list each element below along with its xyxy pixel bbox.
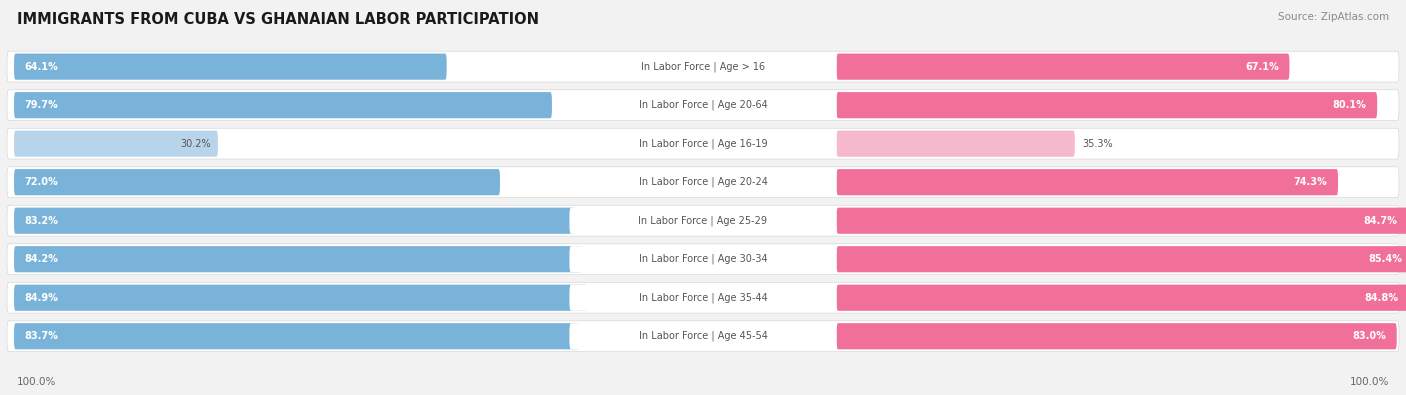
FancyBboxPatch shape — [14, 208, 575, 234]
Text: 35.3%: 35.3% — [1081, 139, 1112, 149]
Text: In Labor Force | Age 25-29: In Labor Force | Age 25-29 — [638, 215, 768, 226]
FancyBboxPatch shape — [7, 205, 1399, 236]
FancyBboxPatch shape — [837, 92, 1376, 118]
FancyBboxPatch shape — [837, 54, 1289, 80]
FancyBboxPatch shape — [14, 285, 588, 311]
Text: In Labor Force | Age 16-19: In Labor Force | Age 16-19 — [638, 138, 768, 149]
Text: 30.2%: 30.2% — [180, 139, 211, 149]
FancyBboxPatch shape — [14, 246, 582, 272]
Text: In Labor Force | Age 20-64: In Labor Force | Age 20-64 — [638, 100, 768, 111]
Text: In Labor Force | Age 35-44: In Labor Force | Age 35-44 — [638, 292, 768, 303]
Text: In Labor Force | Age > 16: In Labor Force | Age > 16 — [641, 61, 765, 72]
FancyBboxPatch shape — [14, 323, 579, 349]
FancyBboxPatch shape — [569, 131, 837, 157]
FancyBboxPatch shape — [14, 54, 447, 80]
Text: IMMIGRANTS FROM CUBA VS GHANAIAN LABOR PARTICIPATION: IMMIGRANTS FROM CUBA VS GHANAIAN LABOR P… — [17, 12, 538, 27]
FancyBboxPatch shape — [7, 128, 1399, 159]
Text: 83.2%: 83.2% — [25, 216, 59, 226]
FancyBboxPatch shape — [569, 169, 837, 195]
FancyBboxPatch shape — [569, 208, 837, 234]
Text: In Labor Force | Age 30-34: In Labor Force | Age 30-34 — [638, 254, 768, 265]
FancyBboxPatch shape — [7, 90, 1399, 120]
FancyBboxPatch shape — [569, 54, 837, 80]
FancyBboxPatch shape — [569, 92, 837, 118]
FancyBboxPatch shape — [7, 167, 1399, 198]
Text: 83.0%: 83.0% — [1353, 331, 1386, 341]
Text: 64.1%: 64.1% — [25, 62, 59, 71]
FancyBboxPatch shape — [837, 131, 1074, 157]
Text: 74.3%: 74.3% — [1294, 177, 1327, 187]
FancyBboxPatch shape — [14, 92, 553, 118]
FancyBboxPatch shape — [7, 244, 1399, 275]
Text: 84.2%: 84.2% — [25, 254, 59, 264]
Text: In Labor Force | Age 45-54: In Labor Force | Age 45-54 — [638, 331, 768, 342]
FancyBboxPatch shape — [569, 285, 837, 311]
Text: 85.4%: 85.4% — [1368, 254, 1402, 264]
Text: 72.0%: 72.0% — [25, 177, 59, 187]
FancyBboxPatch shape — [837, 285, 1406, 311]
FancyBboxPatch shape — [837, 169, 1339, 195]
Text: 80.1%: 80.1% — [1333, 100, 1367, 110]
Text: Source: ZipAtlas.com: Source: ZipAtlas.com — [1278, 12, 1389, 22]
FancyBboxPatch shape — [14, 169, 501, 195]
FancyBboxPatch shape — [837, 323, 1396, 349]
Text: 100.0%: 100.0% — [17, 377, 56, 387]
FancyBboxPatch shape — [7, 321, 1399, 352]
FancyBboxPatch shape — [14, 131, 218, 157]
Text: 100.0%: 100.0% — [1350, 377, 1389, 387]
FancyBboxPatch shape — [7, 282, 1399, 313]
Text: 84.7%: 84.7% — [1364, 216, 1398, 226]
FancyBboxPatch shape — [569, 323, 837, 349]
FancyBboxPatch shape — [837, 246, 1406, 272]
Text: In Labor Force | Age 20-24: In Labor Force | Age 20-24 — [638, 177, 768, 188]
FancyBboxPatch shape — [569, 246, 837, 272]
Text: 84.8%: 84.8% — [1364, 293, 1399, 303]
Text: 79.7%: 79.7% — [25, 100, 59, 110]
Text: 67.1%: 67.1% — [1246, 62, 1279, 71]
Text: 83.7%: 83.7% — [25, 331, 59, 341]
FancyBboxPatch shape — [837, 208, 1406, 234]
Text: 84.9%: 84.9% — [25, 293, 59, 303]
FancyBboxPatch shape — [7, 51, 1399, 82]
